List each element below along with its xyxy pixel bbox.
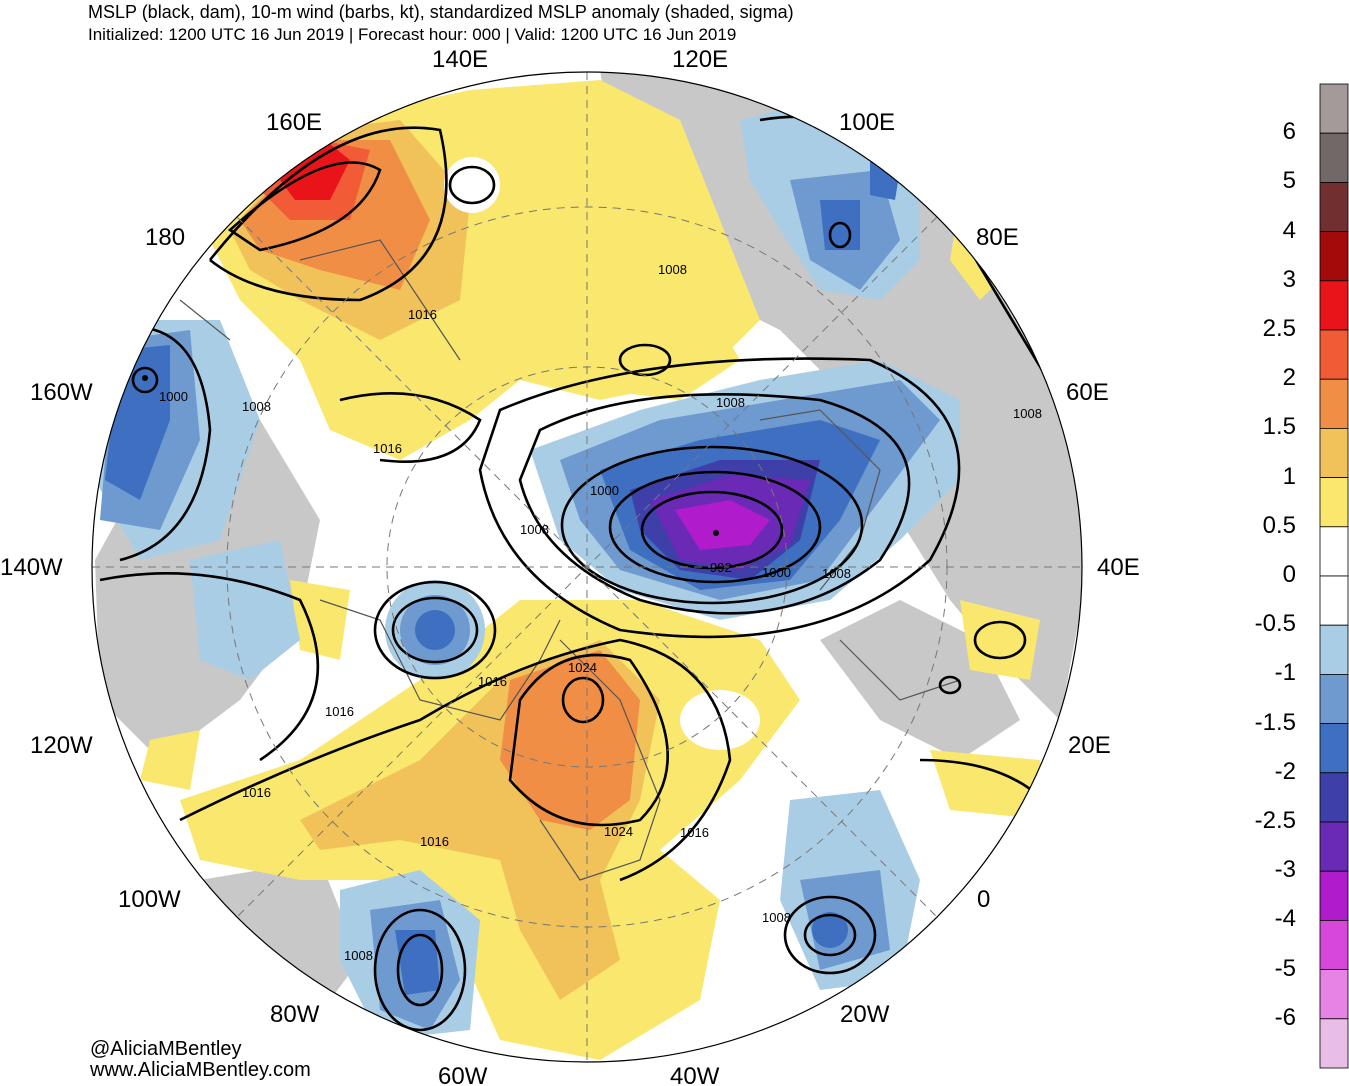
colorbar-swatch bbox=[1319, 969, 1349, 1020]
isobar-label: 1016 bbox=[680, 825, 709, 840]
lon-label-20e: 20E bbox=[1068, 732, 1111, 759]
colorbar-label: 5 bbox=[1282, 167, 1296, 195]
colorbar-label: 1 bbox=[1282, 462, 1296, 490]
credit-site: www.AliciaMBentley.com bbox=[90, 1059, 311, 1081]
colorbar-label: 2 bbox=[1282, 364, 1296, 392]
colorbar-swatch bbox=[1319, 231, 1349, 282]
lon-label-140w: 140W bbox=[0, 554, 63, 581]
isobar-label: 1000 bbox=[762, 565, 791, 580]
map-subtitle: Initialized: 1200 UTC 16 Jun 2019 | Fore… bbox=[88, 25, 737, 44]
isobar-label: 1024 bbox=[604, 824, 633, 839]
isobar-labels: 1016 1008 1008 1000 1008 1000 1016 1008 … bbox=[159, 262, 1042, 963]
colorbar-swatch bbox=[1319, 477, 1349, 528]
lon-label-140e: 140E bbox=[432, 46, 488, 73]
colorbar-swatch bbox=[1319, 920, 1349, 971]
colorbar-label: -5 bbox=[1274, 954, 1296, 982]
colorbar-label: -1 bbox=[1274, 659, 1296, 687]
colorbar-label: 3 bbox=[1282, 265, 1296, 293]
isobar-label: 1008 bbox=[242, 399, 271, 414]
isobar-label: 1008 bbox=[520, 522, 549, 537]
anomaly-shading bbox=[95, 72, 1082, 1060]
isobar-label: 1008 bbox=[344, 948, 373, 963]
colorbar-label: -0.5 bbox=[1254, 610, 1296, 638]
lon-label-80e: 80E bbox=[976, 224, 1019, 251]
lon-label-80w: 80W bbox=[270, 1001, 320, 1028]
isobar-label: 1016 bbox=[408, 307, 437, 322]
isobar-label: 1008 bbox=[716, 395, 745, 410]
lon-label-0: 0 bbox=[977, 886, 990, 913]
low-center-marker bbox=[142, 375, 148, 381]
colorbar-swatch bbox=[1319, 870, 1349, 921]
lon-label-180: 180 bbox=[145, 224, 185, 251]
isobar-label: 1008 bbox=[822, 566, 851, 581]
lon-label-20w: 20W bbox=[840, 1001, 890, 1028]
colorbar-swatch bbox=[1319, 526, 1349, 577]
lon-label-100e: 100E bbox=[839, 109, 895, 136]
colorbar-label: 4 bbox=[1282, 216, 1296, 244]
colorbar-label: -3 bbox=[1274, 856, 1296, 884]
lon-label-100w: 100W bbox=[118, 886, 181, 913]
colorbar-label: 6 bbox=[1282, 118, 1296, 146]
colorbar-label: -2 bbox=[1274, 757, 1296, 785]
lon-label-120w: 120W bbox=[30, 732, 93, 759]
colorbar-swatch bbox=[1319, 674, 1349, 725]
low-center-marker bbox=[713, 530, 719, 536]
lon-label-160e: 160E bbox=[266, 109, 322, 136]
lon-label-60w: 60W bbox=[438, 1063, 488, 1086]
colorbar-label: 0 bbox=[1282, 561, 1296, 588]
colorbar bbox=[1319, 83, 1349, 1069]
colorbar-swatch bbox=[1319, 427, 1349, 478]
colorbar-label: 2.5 bbox=[1262, 315, 1296, 342]
colorbar-swatch bbox=[1319, 575, 1349, 626]
colorbar-swatch bbox=[1319, 772, 1349, 823]
colorbar-swatch bbox=[1319, 723, 1349, 774]
lon-label-40e: 40E bbox=[1097, 554, 1140, 581]
colorbar-label: -2.5 bbox=[1254, 807, 1296, 834]
isobar-label: 1008 bbox=[1013, 406, 1042, 421]
isobar-label: 1024 bbox=[568, 660, 597, 675]
isobar-label: 1000 bbox=[590, 483, 619, 498]
isobar-label: 1008 bbox=[658, 262, 687, 277]
isobar-label: 1016 bbox=[373, 441, 402, 456]
colorbar-label: -4 bbox=[1274, 905, 1296, 933]
lon-label-40w: 40W bbox=[670, 1063, 720, 1086]
colorbar-label: 1.5 bbox=[1262, 413, 1296, 441]
isobar-label: 1016 bbox=[420, 834, 449, 849]
isobar-label: 1016 bbox=[242, 785, 271, 800]
colorbar-swatch bbox=[1319, 181, 1349, 232]
isobar-label: 1000 bbox=[159, 389, 188, 404]
colorbar-swatch bbox=[1319, 280, 1349, 331]
colorbar-swatch bbox=[1319, 329, 1349, 380]
colorbar-swatch bbox=[1319, 83, 1349, 134]
lon-label-160w: 160W bbox=[30, 379, 93, 406]
colorbar-swatch bbox=[1319, 132, 1349, 183]
colorbar-label: 0.5 bbox=[1262, 511, 1296, 539]
longitude-labels: 140E 120E 100E 80E 60E 40E 20E 0 20W 40W… bbox=[0, 46, 1140, 1086]
colorbar-swatch bbox=[1319, 821, 1349, 872]
colorbar-swatch bbox=[1319, 624, 1349, 675]
map-border bbox=[91, 71, 1083, 1063]
isobar-label: 992 bbox=[710, 560, 732, 575]
graticule bbox=[92, 72, 1082, 1062]
isobar-label: 1008 bbox=[762, 910, 791, 925]
lon-label-120e: 120E bbox=[672, 46, 728, 73]
lon-label-60e: 60E bbox=[1066, 379, 1109, 406]
colorbar-label: -6 bbox=[1274, 1003, 1296, 1031]
credit-handle: @AliciaMBentley bbox=[90, 1038, 242, 1060]
isobar-label: 1016 bbox=[478, 674, 507, 689]
colorbar-swatch bbox=[1319, 378, 1349, 429]
colorbar-swatch bbox=[1319, 1018, 1349, 1069]
colorbar-label: -1.5 bbox=[1254, 708, 1296, 736]
map-title: MSLP (black, dam), 10-m wind (barbs, kt)… bbox=[88, 2, 794, 22]
isobar-label: 1016 bbox=[325, 704, 354, 719]
